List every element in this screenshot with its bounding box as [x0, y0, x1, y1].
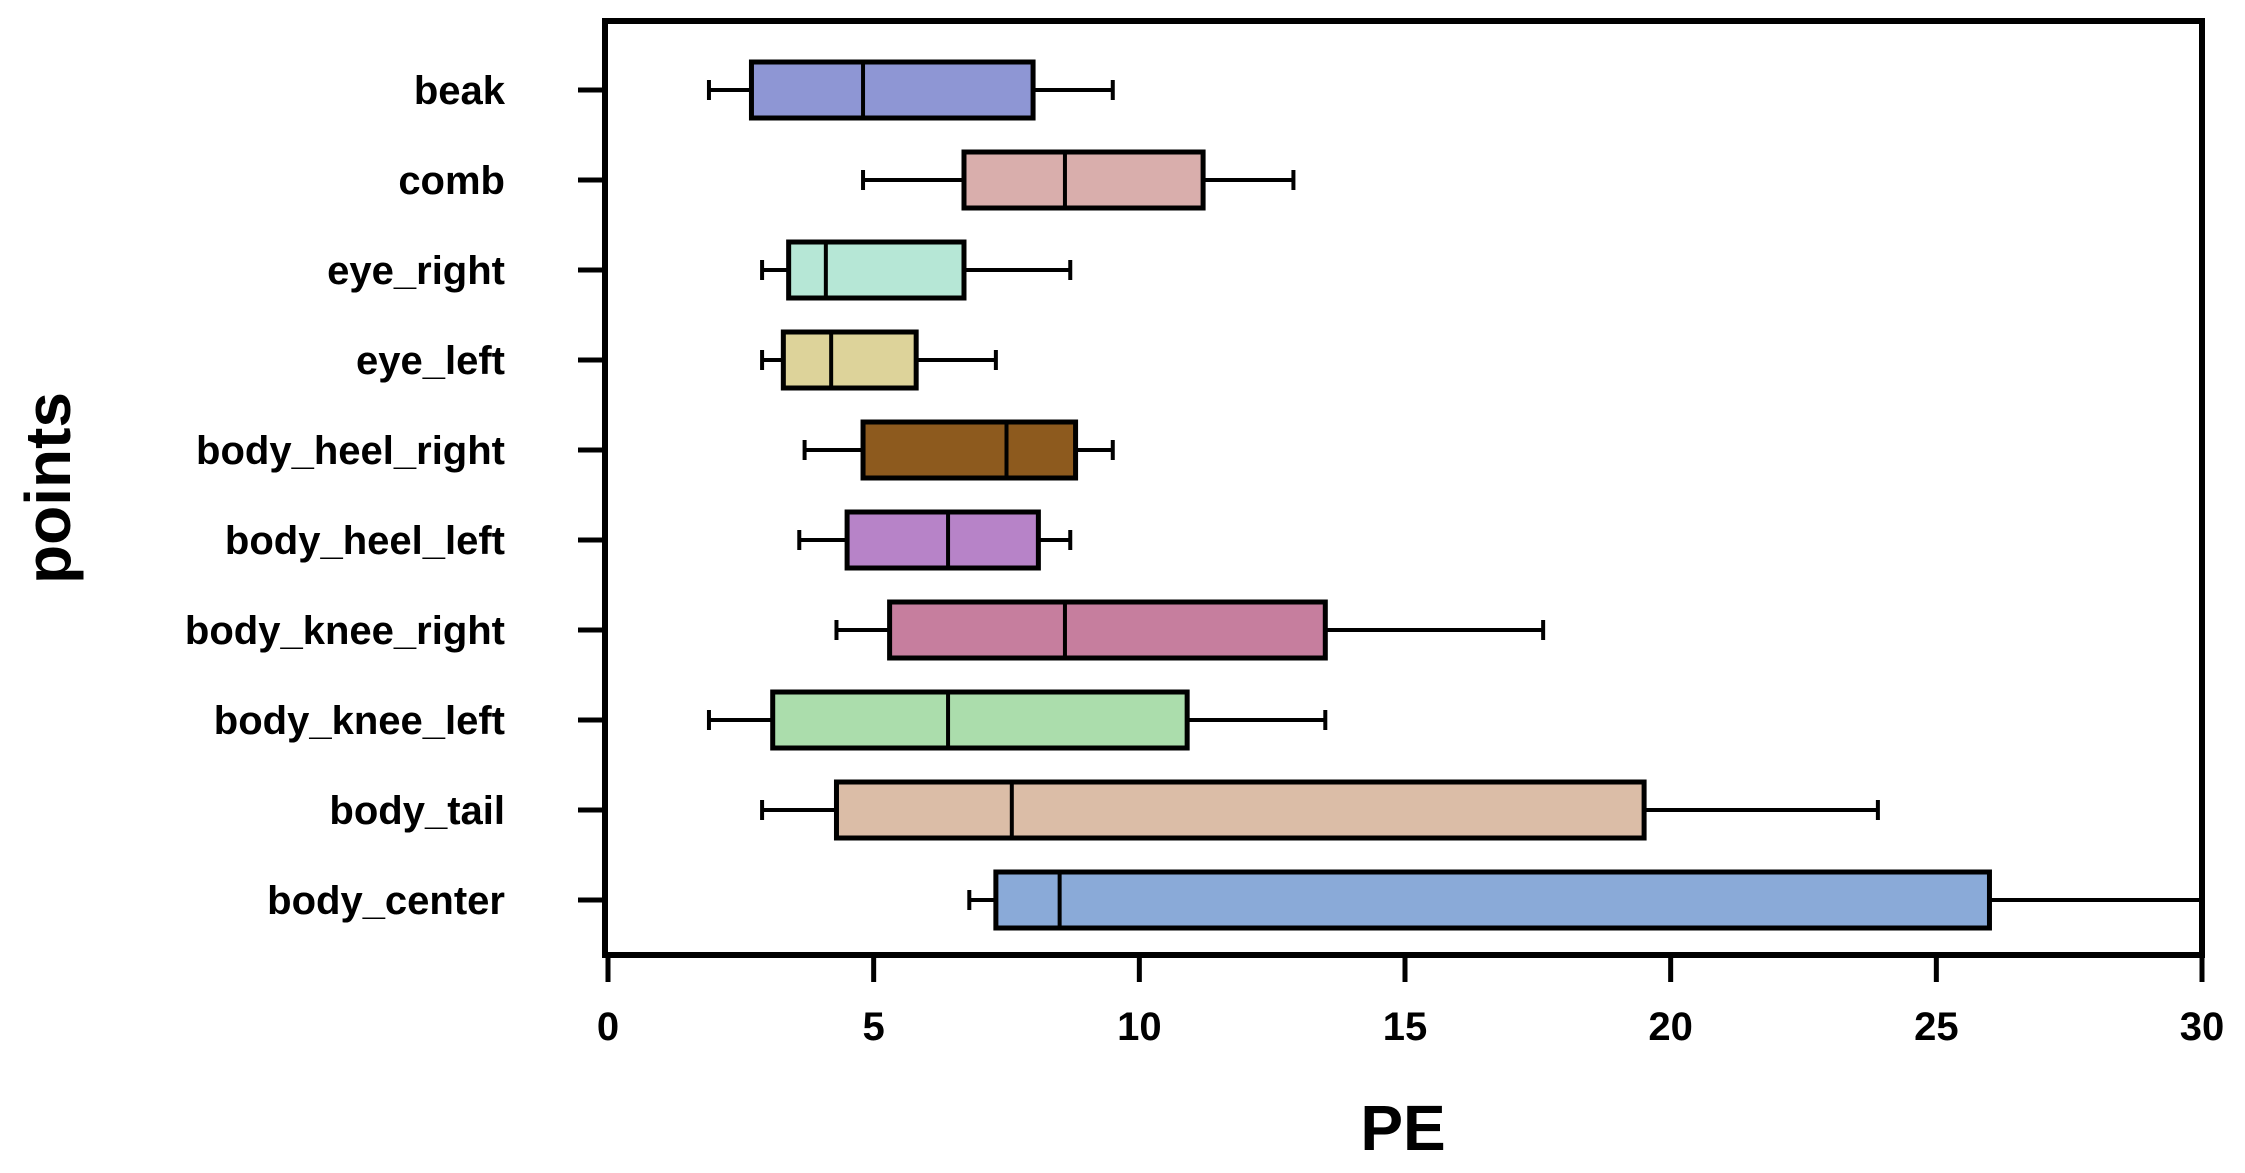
x-tick-label-15: 15 — [1383, 1005, 1428, 1049]
iqr-box — [786, 239, 967, 301]
iqr-box — [860, 419, 1079, 481]
boxes-layer — [706, 59, 2204, 931]
category-label-eye-right: eye_right — [327, 249, 505, 293]
box-body-knee-right — [834, 599, 1546, 661]
x-tick-label-0: 0 — [597, 1005, 619, 1049]
category-label-eye-left: eye_left — [356, 339, 505, 383]
category-label-body-knee-right: body_knee_right — [185, 609, 505, 653]
x-axis-ticks: 0 5 10 15 20 25 30 — [597, 958, 2224, 1049]
box-comb — [861, 149, 1296, 211]
box-body-center — [967, 869, 2204, 931]
iqr-box — [780, 329, 919, 391]
x-tick-label-20: 20 — [1648, 1005, 1693, 1049]
iqr-box — [748, 59, 1036, 121]
x-tick-label-25: 25 — [1914, 1005, 1959, 1049]
box-body-knee-left — [706, 689, 1328, 751]
category-label-body-tail: body_tail — [329, 789, 505, 833]
iqr-box — [961, 149, 1206, 211]
box-beak — [706, 59, 1115, 121]
category-label-body-heel-left: body_heel_left — [225, 519, 505, 563]
box-body-tail — [760, 779, 1880, 841]
iqr-box — [833, 779, 1647, 841]
category-label-beak: beak — [414, 69, 506, 113]
iqr-box — [993, 869, 1992, 931]
box-eye-left — [760, 329, 998, 391]
category-labels: beak comb eye_right eye_left body_heel_right… — [185, 69, 602, 923]
x-axis-label: PE — [1360, 1092, 1445, 1164]
y-axis-label: points — [12, 392, 84, 584]
iqr-box — [770, 689, 1190, 751]
category-label-body-heel-right: body_heel_right — [196, 429, 505, 473]
box-eye-right — [760, 239, 1073, 301]
x-tick-label-10: 10 — [1117, 1005, 1162, 1049]
iqr-box — [844, 509, 1041, 571]
plot-frame — [602, 18, 2205, 958]
category-label-body-center: body_center — [267, 879, 505, 923]
box-body-heel-right — [802, 419, 1115, 481]
category-label-body-knee-left: body_knee_left — [214, 699, 505, 743]
x-tick-label-30: 30 — [2180, 1005, 2225, 1049]
category-label-comb: comb — [398, 159, 505, 203]
iqr-box — [887, 599, 1328, 661]
box-body-heel-left — [797, 509, 1073, 571]
x-tick-label-5: 5 — [863, 1005, 885, 1049]
